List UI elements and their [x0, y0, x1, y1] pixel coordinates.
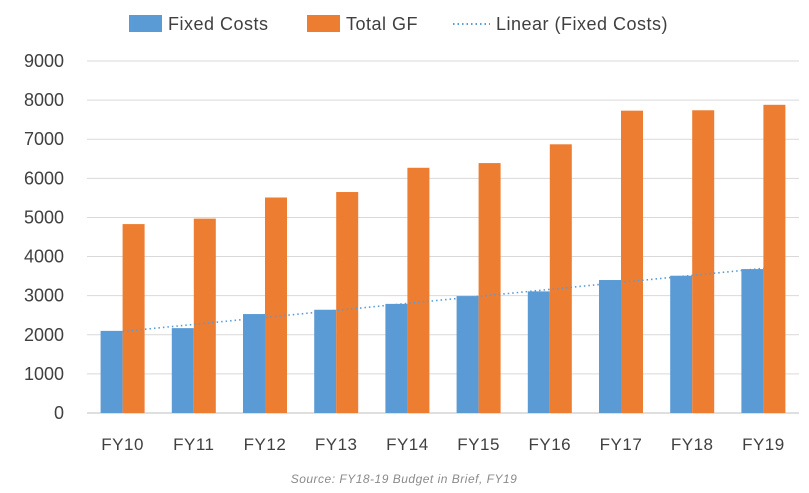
- bar-total-gf-fy19: [763, 104, 786, 413]
- bar-total-gf-fy10: [122, 224, 145, 413]
- y-tick-label-1000: 1000: [24, 364, 64, 384]
- bar-fixed-costs-fy14: [385, 303, 408, 413]
- x-axis-ticks: FY10 FY11 FY12 FY13 FY14 FY15 FY16 FY17 FY18 FY19: [101, 435, 784, 454]
- bar-total-gf-fy13: [336, 192, 359, 413]
- y-tick-label-4000: 4000: [24, 247, 64, 267]
- bar-total-gf-fy11: [193, 218, 216, 413]
- legend-swatch-fixed-costs: [129, 15, 162, 32]
- x-tick-label-fy10: FY10: [101, 435, 144, 454]
- x-tick-label-fy18: FY18: [671, 435, 714, 454]
- y-tick-label-3000: 3000: [24, 286, 64, 306]
- x-tick-label-fy12: FY12: [244, 435, 287, 454]
- bar-total-gf-fy17: [621, 110, 643, 413]
- legend: Fixed Costs Total GF Linear (Fixed Costs…: [129, 14, 668, 34]
- x-tick-label-fy17: FY17: [600, 435, 643, 454]
- x-tick-label-fy13: FY13: [315, 435, 358, 454]
- bar-total-gf-fy15: [478, 163, 501, 413]
- bar-fixed-costs-fy17: [599, 280, 621, 413]
- legend-label-fixed-costs: Fixed Costs: [168, 14, 269, 34]
- y-tick-label-5000: 5000: [24, 207, 64, 227]
- x-tick-label-fy14: FY14: [386, 435, 429, 454]
- trendline: [122, 267, 764, 333]
- bar-fixed-costs-fy15: [456, 296, 479, 413]
- bar-fixed-costs-fy16: [527, 291, 550, 413]
- bar-fixed-costs-fy11: [171, 328, 194, 413]
- x-tick-label-fy11: FY11: [173, 435, 214, 454]
- bar-total-gf-fy12: [265, 197, 287, 413]
- y-tick-label-9000: 9000: [24, 51, 64, 71]
- bars: [100, 104, 786, 413]
- legend-label-linear-trend: Linear (Fixed Costs): [496, 14, 668, 34]
- bar-total-gf-fy18: [692, 110, 715, 413]
- y-tick-label-0: 0: [54, 403, 64, 423]
- y-tick-label-8000: 8000: [24, 90, 64, 110]
- legend-label-total-gf: Total GF: [346, 14, 418, 34]
- bar-fixed-costs-fy18: [670, 275, 693, 413]
- source-note: Source: FY18-19 Budget in Brief, FY19: [291, 472, 518, 486]
- x-tick-label-fy19: FY19: [742, 435, 785, 454]
- trendline-linear-fixed-costs: [122, 267, 764, 333]
- bar-fixed-costs-fy12: [243, 314, 265, 413]
- bar-fixed-costs-fy19: [741, 269, 764, 413]
- legend-swatch-total-gf: [307, 15, 340, 32]
- y-axis-ticks: 0 1000 2000 3000 4000 5000 6000 7000 8000 9000: [24, 51, 64, 423]
- bar-fixed-costs-fy10: [100, 330, 123, 413]
- y-tick-label-6000: 6000: [24, 168, 64, 188]
- x-tick-label-fy15: FY15: [457, 435, 500, 454]
- bar-total-gf-fy14: [407, 167, 430, 413]
- bar-total-gf-fy16: [549, 144, 572, 413]
- x-tick-label-fy16: FY16: [528, 435, 571, 454]
- y-tick-label-7000: 7000: [24, 129, 64, 149]
- bar-fixed-costs-fy13: [314, 309, 337, 413]
- y-tick-label-2000: 2000: [24, 325, 64, 345]
